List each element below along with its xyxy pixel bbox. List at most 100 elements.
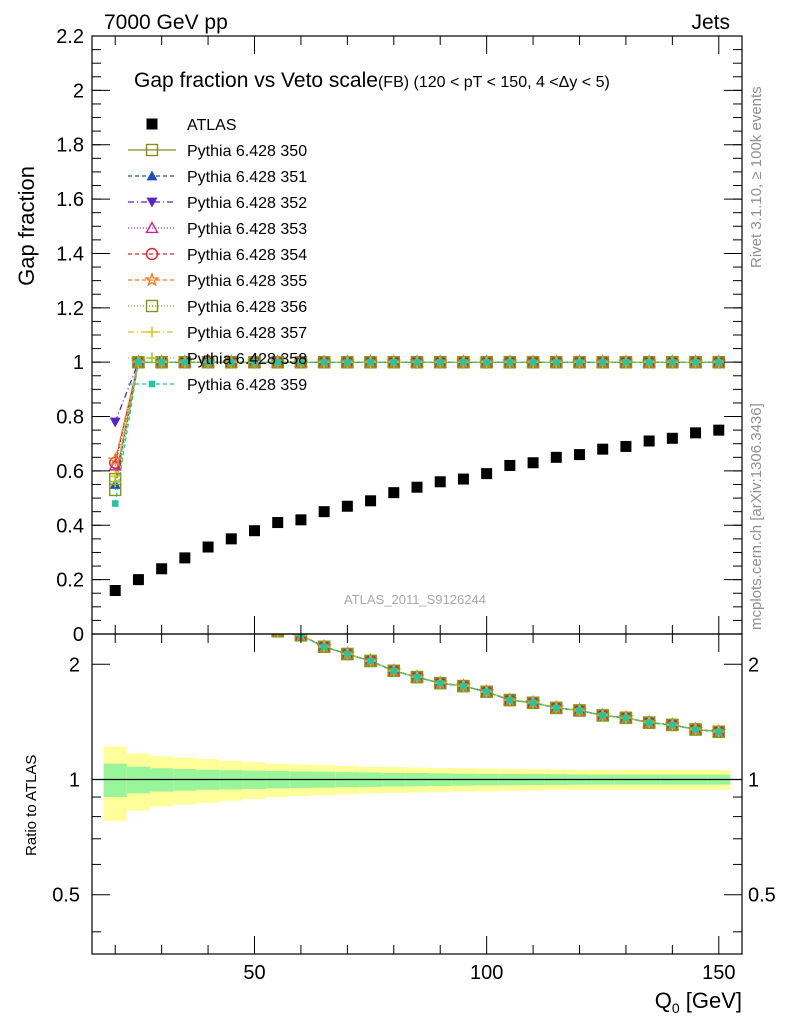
mc-point xyxy=(367,358,374,366)
legend-label: Pythia 6.428 355 xyxy=(187,273,307,290)
ratio-point xyxy=(413,673,421,681)
x-tick-label: 150 xyxy=(702,962,735,984)
mc-point xyxy=(111,500,119,507)
mc-point xyxy=(227,358,235,366)
ratio-point xyxy=(483,688,490,696)
legend-marker xyxy=(145,221,159,234)
mc-point xyxy=(109,456,122,469)
legend-label: Pythia 6.428 351 xyxy=(187,169,307,186)
ratio-tick-label-right: 2 xyxy=(748,654,759,676)
legend-entry: Pythia 6.428 350 xyxy=(128,143,307,160)
ratio-point xyxy=(552,704,560,712)
ratio-tick-label-right: 1 xyxy=(748,770,759,792)
atlas-point xyxy=(550,451,562,463)
legend-atlas-label: ATLAS xyxy=(187,117,237,134)
mc-point xyxy=(622,358,630,366)
ratio-tick-label: 0.5 xyxy=(52,885,80,907)
x-axis-label: Q0 [GeV] xyxy=(655,988,742,1016)
mc-point xyxy=(529,358,537,366)
x-tick-label: 100 xyxy=(470,962,503,984)
y-tick-label: 0.2 xyxy=(56,570,84,592)
legend-entry: Pythia 6.428 351 xyxy=(128,169,307,186)
legend-label: Pythia 6.428 357 xyxy=(187,325,307,342)
atlas-point xyxy=(295,514,307,526)
main-mc-markers xyxy=(107,354,727,507)
ratio-point xyxy=(576,707,583,714)
legend-entry: Pythia 6.428 358 xyxy=(128,351,307,368)
ratio-tick-label: 2 xyxy=(69,654,80,676)
legend-marker xyxy=(146,197,158,208)
ratio-point xyxy=(529,699,537,707)
mc-point xyxy=(135,358,142,366)
mc-point xyxy=(390,358,398,366)
legend-marker xyxy=(145,247,159,261)
header-left: 7000 GeV pp xyxy=(104,11,228,34)
analysis-label: ATLAS_2011_S9126244 xyxy=(344,592,486,607)
ratio-plot-frame xyxy=(91,633,743,955)
ratio-point xyxy=(276,634,279,637)
ratio-point xyxy=(645,719,653,726)
atlas-point xyxy=(527,457,539,469)
atlas-point xyxy=(132,574,144,586)
mc-point xyxy=(715,358,723,366)
mc-point xyxy=(107,451,123,467)
atlas-point xyxy=(666,432,678,444)
legend-entry: Pythia 6.428 354 xyxy=(128,247,307,264)
atlas-point xyxy=(504,459,516,471)
mc-point xyxy=(274,358,282,366)
mc-point xyxy=(576,358,583,366)
mc-point xyxy=(109,417,121,428)
legend-entry-atlas: ATLAS xyxy=(146,117,237,134)
legend-label: Pythia 6.428 354 xyxy=(187,247,307,264)
y-tick-label: 2 xyxy=(73,80,84,102)
legend-marker xyxy=(146,170,158,181)
mc-point xyxy=(506,358,514,366)
ratio-axis-label: Ratio to ATLAS xyxy=(23,755,40,856)
legend-entry: Pythia 6.428 352 xyxy=(128,195,307,212)
ratio-point xyxy=(669,721,676,729)
ratio-point xyxy=(715,728,723,735)
legend-label: Pythia 6.428 352 xyxy=(187,195,307,212)
atlas-point xyxy=(434,476,446,488)
ratio-point xyxy=(344,650,351,658)
mc-point xyxy=(320,358,328,366)
ratio-point xyxy=(436,679,444,687)
ratio-point xyxy=(367,657,374,665)
mc-point xyxy=(109,476,121,488)
ratio-tick-label: 1 xyxy=(69,770,80,792)
legend-marker xyxy=(144,271,160,287)
legend-label: Pythia 6.428 353 xyxy=(187,221,307,238)
mc-point xyxy=(158,358,165,366)
mc-point xyxy=(204,358,212,366)
atlas-point xyxy=(272,517,284,529)
ratio-bands xyxy=(92,746,742,821)
mc-point xyxy=(692,358,699,366)
ratio-point xyxy=(506,696,514,704)
atlas-point xyxy=(620,440,632,452)
legend-marker xyxy=(148,380,156,388)
atlas-point xyxy=(249,525,260,537)
y-tick-label: 1.4 xyxy=(56,243,84,265)
y-tick-label: 1.6 xyxy=(56,189,84,211)
mc-point xyxy=(251,358,258,366)
y-tick-label: 0 xyxy=(73,624,84,646)
atlas-point xyxy=(225,533,237,545)
header-right: Jets xyxy=(691,11,730,34)
plot-title: Gap fraction vs Veto scale(FB) (120 < pT… xyxy=(134,69,610,92)
atlas-point xyxy=(643,435,655,447)
y-tick-label: 0.8 xyxy=(56,407,84,429)
atlas-point xyxy=(179,552,191,564)
legend-marker xyxy=(145,299,159,313)
y-tick-label: 0.4 xyxy=(56,515,84,537)
rivet-label: Rivet 3.1.10, ≥ 100k events xyxy=(748,86,765,268)
mc-point xyxy=(599,358,607,366)
atlas-point xyxy=(597,443,609,455)
mc-point xyxy=(645,358,653,366)
mc-point xyxy=(344,358,351,366)
atlas-point xyxy=(574,449,585,461)
legend-entry: Pythia 6.428 355 xyxy=(128,271,307,290)
atlas-point xyxy=(690,427,702,439)
legend-label: Pythia 6.428 356 xyxy=(187,299,307,316)
ratio-tick-label-right: 0.5 xyxy=(748,885,776,907)
